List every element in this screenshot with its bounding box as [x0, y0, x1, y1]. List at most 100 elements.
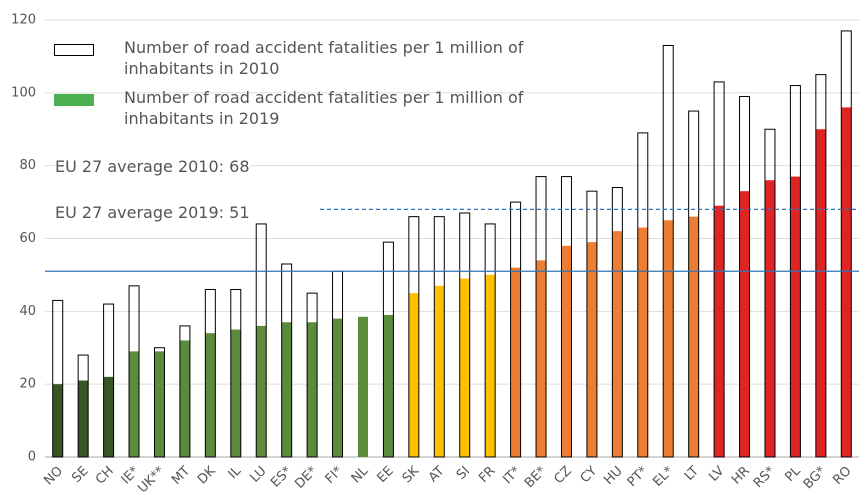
x-tick-label: BG* [801, 463, 830, 492]
bar-2019 [408, 293, 419, 457]
bar-2010 [408, 216, 420, 458]
bar-2019 [790, 176, 801, 457]
bar-2010 [153, 347, 165, 458]
bar-2010 [128, 285, 140, 458]
legend-label: Number of road accident fatalities per 1… [124, 88, 524, 128]
bar-2019 [815, 129, 826, 457]
y-tick-label: 0 [28, 450, 36, 465]
x-tick-label: HR [729, 464, 753, 488]
annotation: EU 27 average 2010: 68 [55, 157, 250, 176]
bar-2010 [662, 44, 674, 458]
bar-2010 [306, 292, 318, 458]
x-tick-label: EL* [650, 463, 676, 489]
x-tick-label: SK [400, 463, 423, 486]
x-tick-label: ES* [268, 463, 295, 490]
x-tick-label: LU [248, 464, 270, 486]
x-tick-label: LT [682, 464, 702, 484]
bar-2019 [536, 260, 547, 457]
bar-2019 [281, 322, 292, 457]
x-tick-label: NL [349, 463, 372, 486]
x-tick-label: MT [169, 464, 193, 488]
bar-2019 [764, 180, 775, 457]
bar-2010 [179, 325, 191, 458]
bar-2010 [103, 303, 115, 458]
bar-2019 [78, 380, 89, 457]
bar-2019 [510, 267, 521, 457]
bar-2019 [663, 220, 674, 457]
bar-2010 [815, 74, 827, 458]
bar-2019 [586, 242, 597, 457]
x-tick-label: CY [578, 464, 601, 487]
bar-2010 [535, 176, 547, 458]
x-tick-label: FR [476, 464, 498, 486]
bar-2019 [179, 340, 190, 457]
bar-2010 [77, 354, 89, 458]
legend-swatch [54, 44, 94, 56]
x-tick-label: AT [426, 464, 448, 486]
bar-2019 [434, 285, 445, 457]
bar-2019 [230, 329, 241, 457]
bar-2010 [764, 128, 776, 458]
bar-2010 [688, 110, 700, 458]
bar-2019 [129, 351, 140, 457]
bar-2010 [840, 30, 852, 458]
bar-2010 [230, 288, 242, 458]
bar-2019 [612, 231, 623, 457]
x-tick-label: IT* [500, 463, 524, 487]
y-tick-label: 100 [11, 85, 36, 100]
bar-2010 [382, 241, 394, 458]
bar-2010 [637, 132, 649, 458]
bar-2019 [103, 376, 114, 457]
bar-2019 [383, 314, 394, 457]
x-tick-label: SI [454, 464, 473, 483]
bar-2010 [459, 212, 471, 458]
bar-2010 [433, 216, 445, 458]
legend-label: Number of road accident fatalities per 1… [124, 38, 524, 78]
x-tick-label: CH [93, 464, 117, 488]
bar-2010 [204, 288, 216, 458]
bar-2010 [281, 263, 293, 458]
x-tick-label: IL [226, 463, 245, 482]
bar-2010 [484, 223, 496, 458]
bar-2019 [841, 107, 852, 458]
bar-2019 [332, 318, 343, 457]
bar-2019 [714, 205, 725, 457]
legend-swatch [54, 94, 94, 106]
x-tick-label: HU [601, 464, 625, 488]
bar-2010 [510, 201, 522, 458]
x-tick-label: PT* [625, 463, 652, 490]
bar-2010 [713, 81, 725, 458]
bar-2010 [739, 95, 751, 458]
bar-2019 [154, 351, 165, 457]
y-tick-label: 60 [19, 231, 36, 246]
x-tick-label: BE* [522, 463, 550, 491]
x-tick-label: LV [706, 464, 727, 485]
x-tick-label: CZ [551, 464, 574, 487]
x-tick-label: DE* [292, 463, 320, 491]
bar-2010 [52, 299, 64, 458]
bar-2010 [560, 176, 572, 458]
x-tick-label: SE [69, 464, 91, 486]
x-tick-label: EE [374, 464, 396, 486]
bar-2019 [739, 191, 750, 458]
x-tick-label: RO [830, 464, 854, 488]
bar-2019 [688, 216, 699, 457]
bar-2019 [52, 384, 63, 457]
y-tick-label: 120 [11, 13, 36, 28]
bar-2019 [256, 325, 267, 457]
x-tick-label: FI* [323, 463, 347, 487]
x-tick-label: RS* [751, 463, 779, 491]
annotation: EU 27 average 2019: 51 [55, 203, 250, 222]
y-tick-label: 80 [19, 158, 36, 173]
x-tick-label: NO [41, 464, 66, 489]
y-tick-label: 20 [19, 377, 36, 392]
bar-2010 [586, 190, 598, 458]
y-tick-label: 40 [19, 304, 36, 319]
bar-2019 [637, 227, 648, 457]
bar-2010 [255, 223, 267, 458]
x-tick-label: UK** [135, 463, 168, 493]
bar-2019 [459, 278, 470, 457]
bar-2019 [307, 322, 318, 457]
bar-2019 [357, 316, 368, 457]
